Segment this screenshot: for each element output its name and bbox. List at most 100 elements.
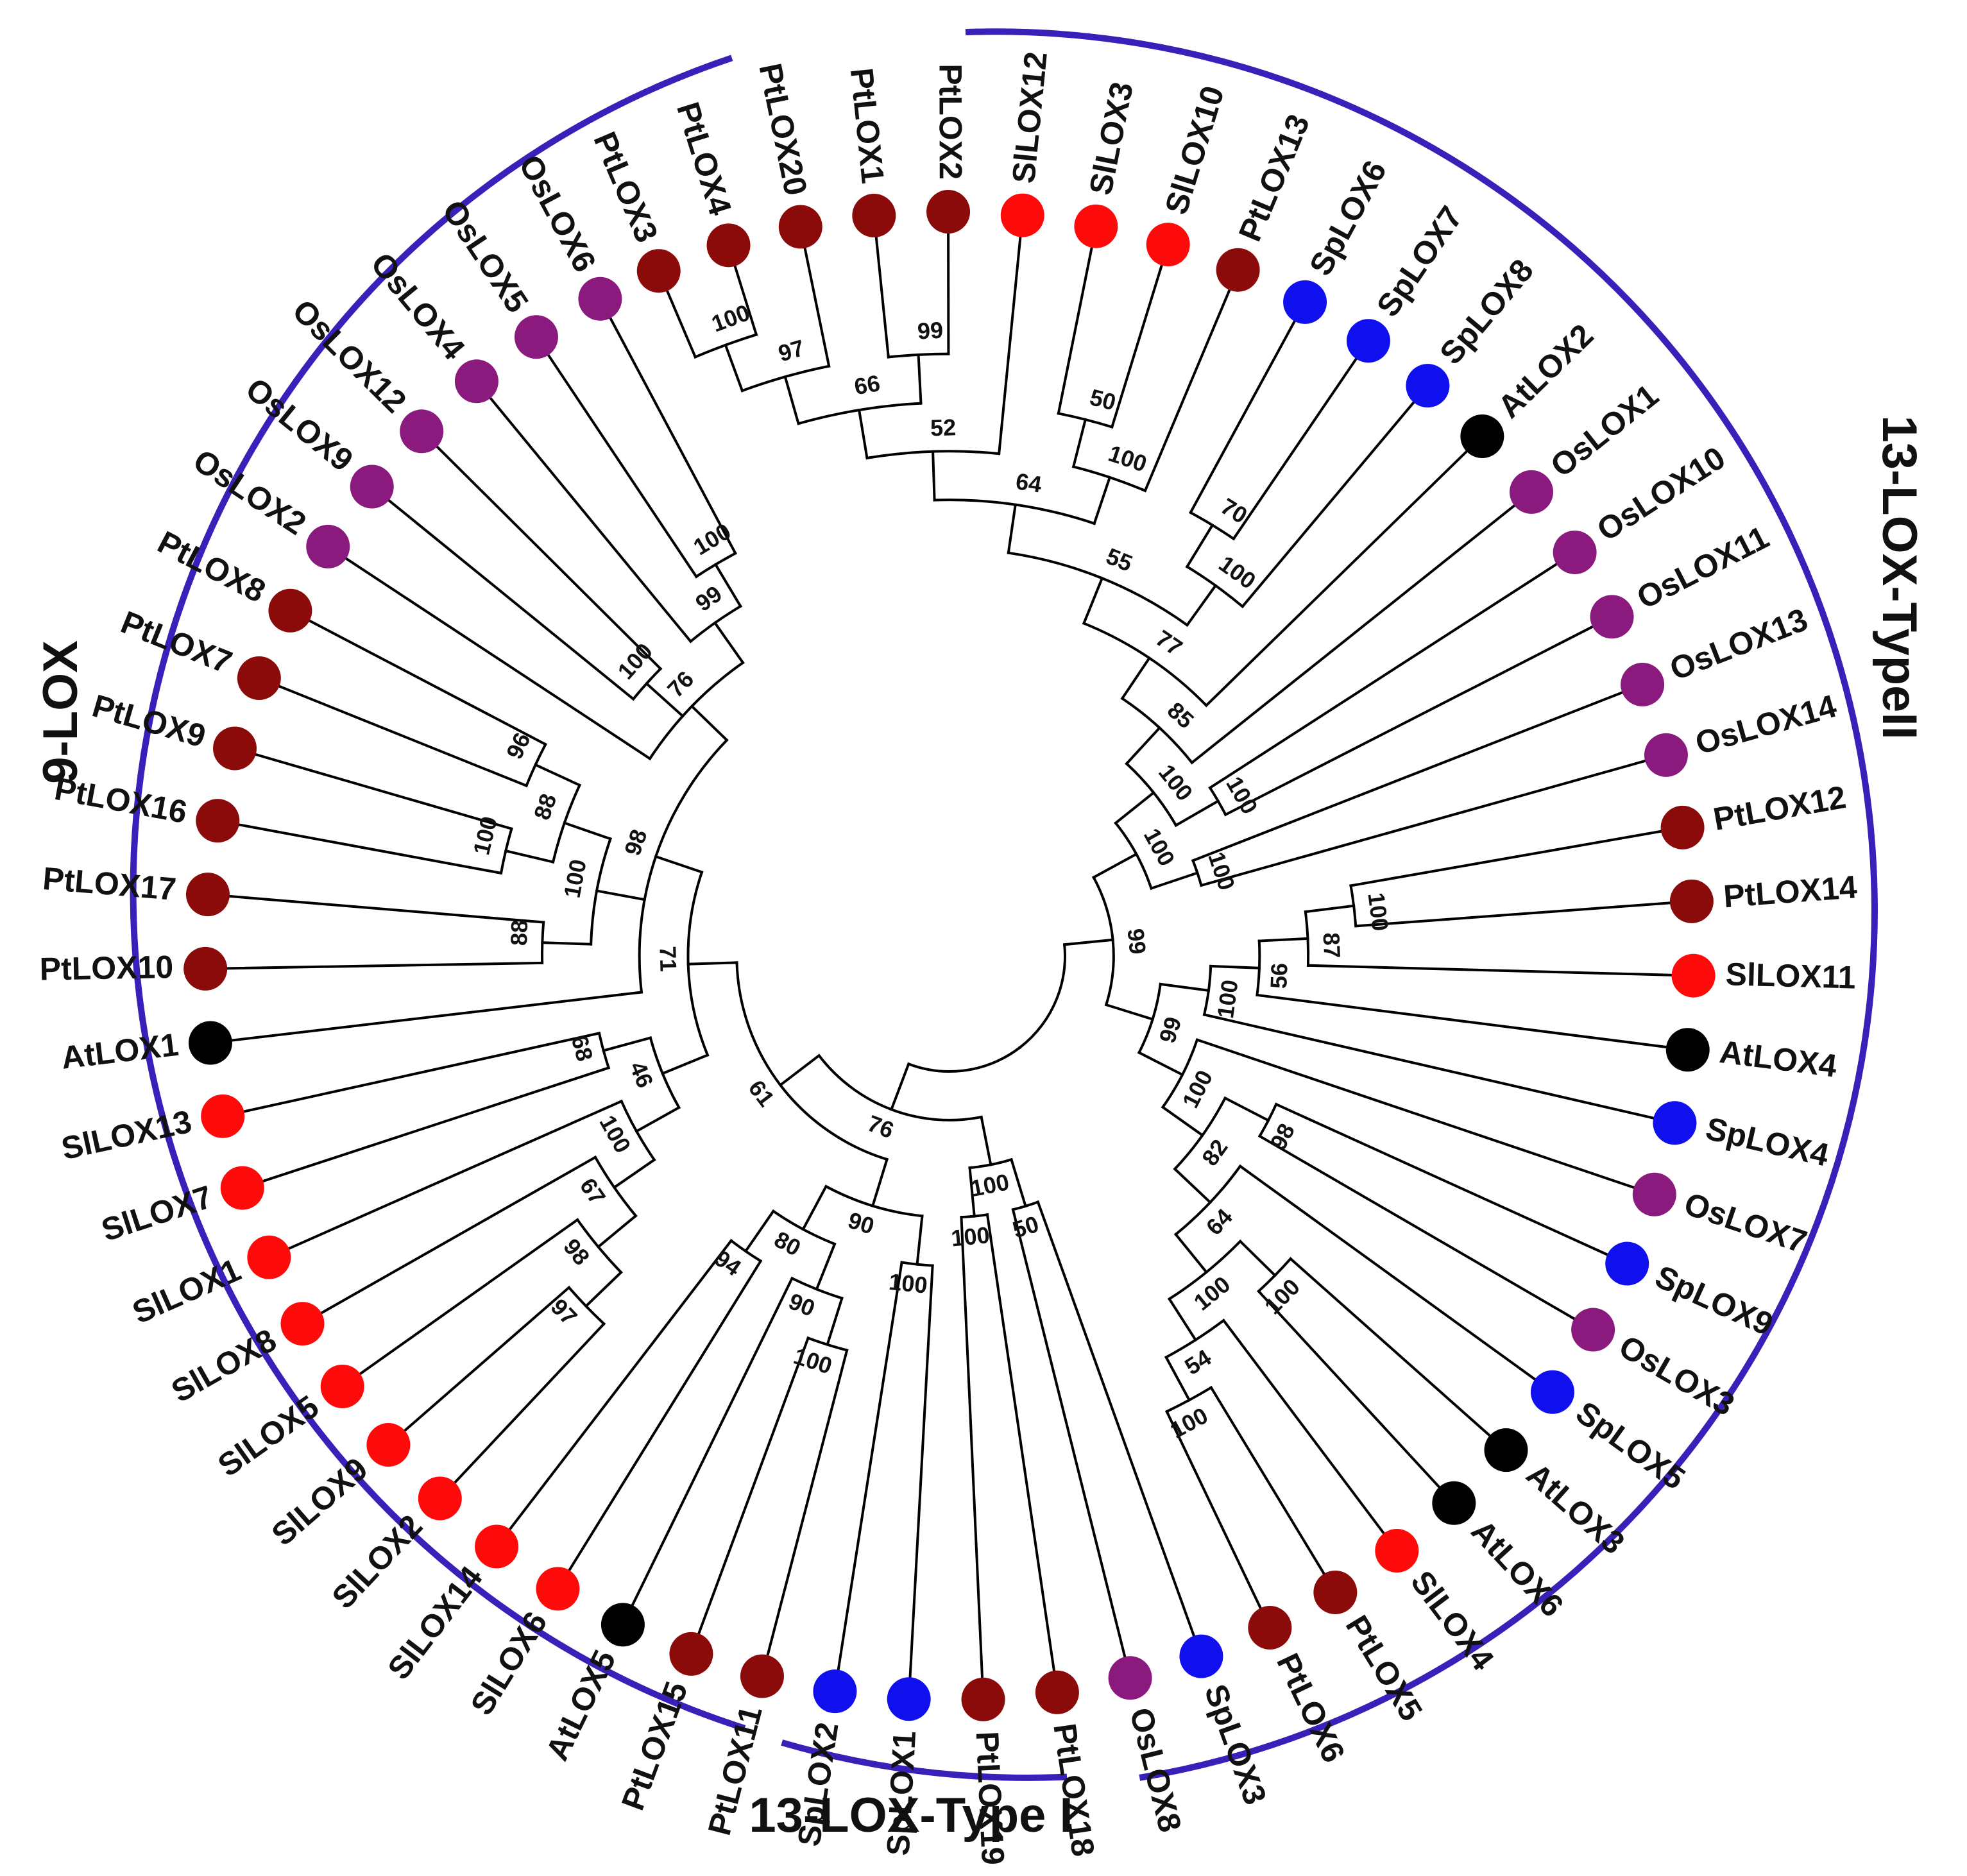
leaf-dot	[1605, 1241, 1649, 1286]
branch-line	[612, 1157, 656, 1190]
bootstrap-value: 82	[1196, 1134, 1233, 1170]
branch-arc	[1161, 1038, 1199, 1109]
branch-line	[1071, 418, 1087, 468]
branch-line	[1149, 871, 1199, 891]
branch-line	[960, 1215, 984, 1688]
leaf-dot	[706, 223, 751, 268]
leaf-label: PtLOX12	[1710, 779, 1848, 837]
branch-line	[380, 493, 636, 701]
branch-line	[504, 849, 555, 864]
bootstrap-value: 100	[1221, 772, 1263, 819]
branch-line	[1257, 1289, 1447, 1496]
leaf-label: SpLOX5	[1569, 1394, 1691, 1496]
leaf-dot	[1571, 1308, 1615, 1352]
leaf-dot	[813, 1669, 857, 1714]
leaf-dot	[852, 193, 896, 237]
leaf-dot	[247, 1235, 291, 1279]
leaf-label: SlLOX9	[265, 1451, 375, 1553]
branch-line	[694, 1336, 810, 1644]
branch-line	[1232, 349, 1363, 541]
leaf-label: SpLOX8	[1433, 252, 1540, 371]
leaf-dot	[1313, 1570, 1358, 1614]
branch-line	[1202, 1013, 1664, 1122]
bootstrap-value: 68	[566, 1032, 599, 1064]
leaf-label: SlLOX11	[1725, 956, 1856, 995]
branch-line	[713, 563, 742, 608]
leaf-label: PtLOX3	[586, 127, 665, 248]
leaf-dot	[1460, 414, 1504, 458]
branch-line	[1009, 1157, 1028, 1208]
bootstrap-value: 100	[559, 857, 592, 900]
leaf-label: OsLOX13	[1665, 601, 1812, 687]
bootstrap-value: 98	[619, 826, 652, 858]
branch-line	[1238, 1239, 1277, 1277]
branch-line	[744, 1209, 776, 1253]
branch-line	[1174, 799, 1220, 828]
branch-arc	[541, 921, 545, 964]
branch-line	[1185, 583, 1218, 627]
branch-arc	[740, 364, 831, 393]
leaf-label: OsLOX14	[1691, 688, 1840, 762]
leaf-dot	[536, 1567, 580, 1611]
leaf-dot	[578, 277, 622, 321]
branch-line	[312, 1155, 597, 1320]
branch-arc	[865, 450, 1001, 460]
group-label-9-lox: 9-LOX	[33, 640, 88, 784]
leaf-label: OsLOX4	[364, 246, 472, 366]
branch-line	[835, 1261, 903, 1680]
bootstrap-value: 76	[662, 666, 699, 703]
leaf-dot	[220, 1166, 264, 1210]
bootstrap-value: 98	[558, 1234, 595, 1270]
leaf-label: SlLOX10	[1158, 81, 1231, 218]
leaf-dot	[366, 1423, 411, 1467]
leaf-dot	[1406, 364, 1450, 408]
branch-line	[1062, 938, 1114, 946]
leaf-dot	[1530, 1370, 1574, 1414]
branch-line	[801, 1184, 828, 1231]
bootstrap-value: 64	[1201, 1204, 1238, 1240]
branch-line	[279, 1099, 624, 1254]
leaf-dot	[1665, 1028, 1710, 1072]
leaf-dot	[926, 190, 971, 234]
leaf-dot	[188, 1021, 232, 1065]
branch-line	[1208, 558, 1566, 790]
leaf-label: SpLOX7	[1370, 200, 1470, 323]
branch-line	[1274, 1102, 1617, 1260]
leaf-dot	[1671, 953, 1716, 998]
tree-branches	[217, 223, 1682, 1688]
branch-line	[1173, 1167, 1213, 1204]
branch-line	[1195, 1038, 1644, 1192]
leaf-label: PtLOX17	[41, 860, 177, 907]
leaf-dot	[740, 1654, 784, 1698]
branch-arc	[1185, 565, 1245, 609]
branch-line	[1240, 393, 1422, 609]
leaf-label: AtLOX3	[1520, 1456, 1631, 1562]
leaf-dot	[1346, 319, 1390, 363]
leaf-label: PtLOX14	[1722, 869, 1858, 914]
group-label-13-lox-type-i: 13-LOX-Type I	[749, 1788, 1073, 1843]
branch-line	[1161, 1105, 1205, 1138]
branch-line	[1165, 1410, 1266, 1618]
leaf-dot	[1179, 1634, 1223, 1678]
leaf-dot	[1669, 879, 1714, 923]
branch-line	[915, 1215, 924, 1266]
leaf-label: PtLOX6	[1270, 1648, 1352, 1768]
bootstrap-value: 99	[1154, 1014, 1186, 1046]
branch-line	[447, 1322, 606, 1491]
branch-arc	[968, 1157, 1013, 1170]
leaf-label: SpLOX4	[1703, 1111, 1832, 1173]
bootstrap-value: 96	[501, 729, 536, 763]
leaf-dot	[454, 359, 498, 404]
bootstrap-value: 99	[1123, 927, 1152, 955]
leaf-dot	[669, 1632, 713, 1676]
leaf-dot	[237, 656, 281, 700]
branch-line	[300, 615, 548, 746]
branch-line	[245, 750, 513, 831]
branch-arc	[790, 1276, 844, 1300]
branch-line	[1173, 1232, 1209, 1274]
bootstrap-value: 80	[770, 1226, 805, 1261]
branch-line	[1125, 726, 1162, 766]
leaf-label: OsLOX1	[1544, 377, 1665, 484]
group-label-13-lox-type-ii: 13-LOX-TypeII	[1872, 415, 1927, 739]
branch-line	[686, 961, 738, 966]
